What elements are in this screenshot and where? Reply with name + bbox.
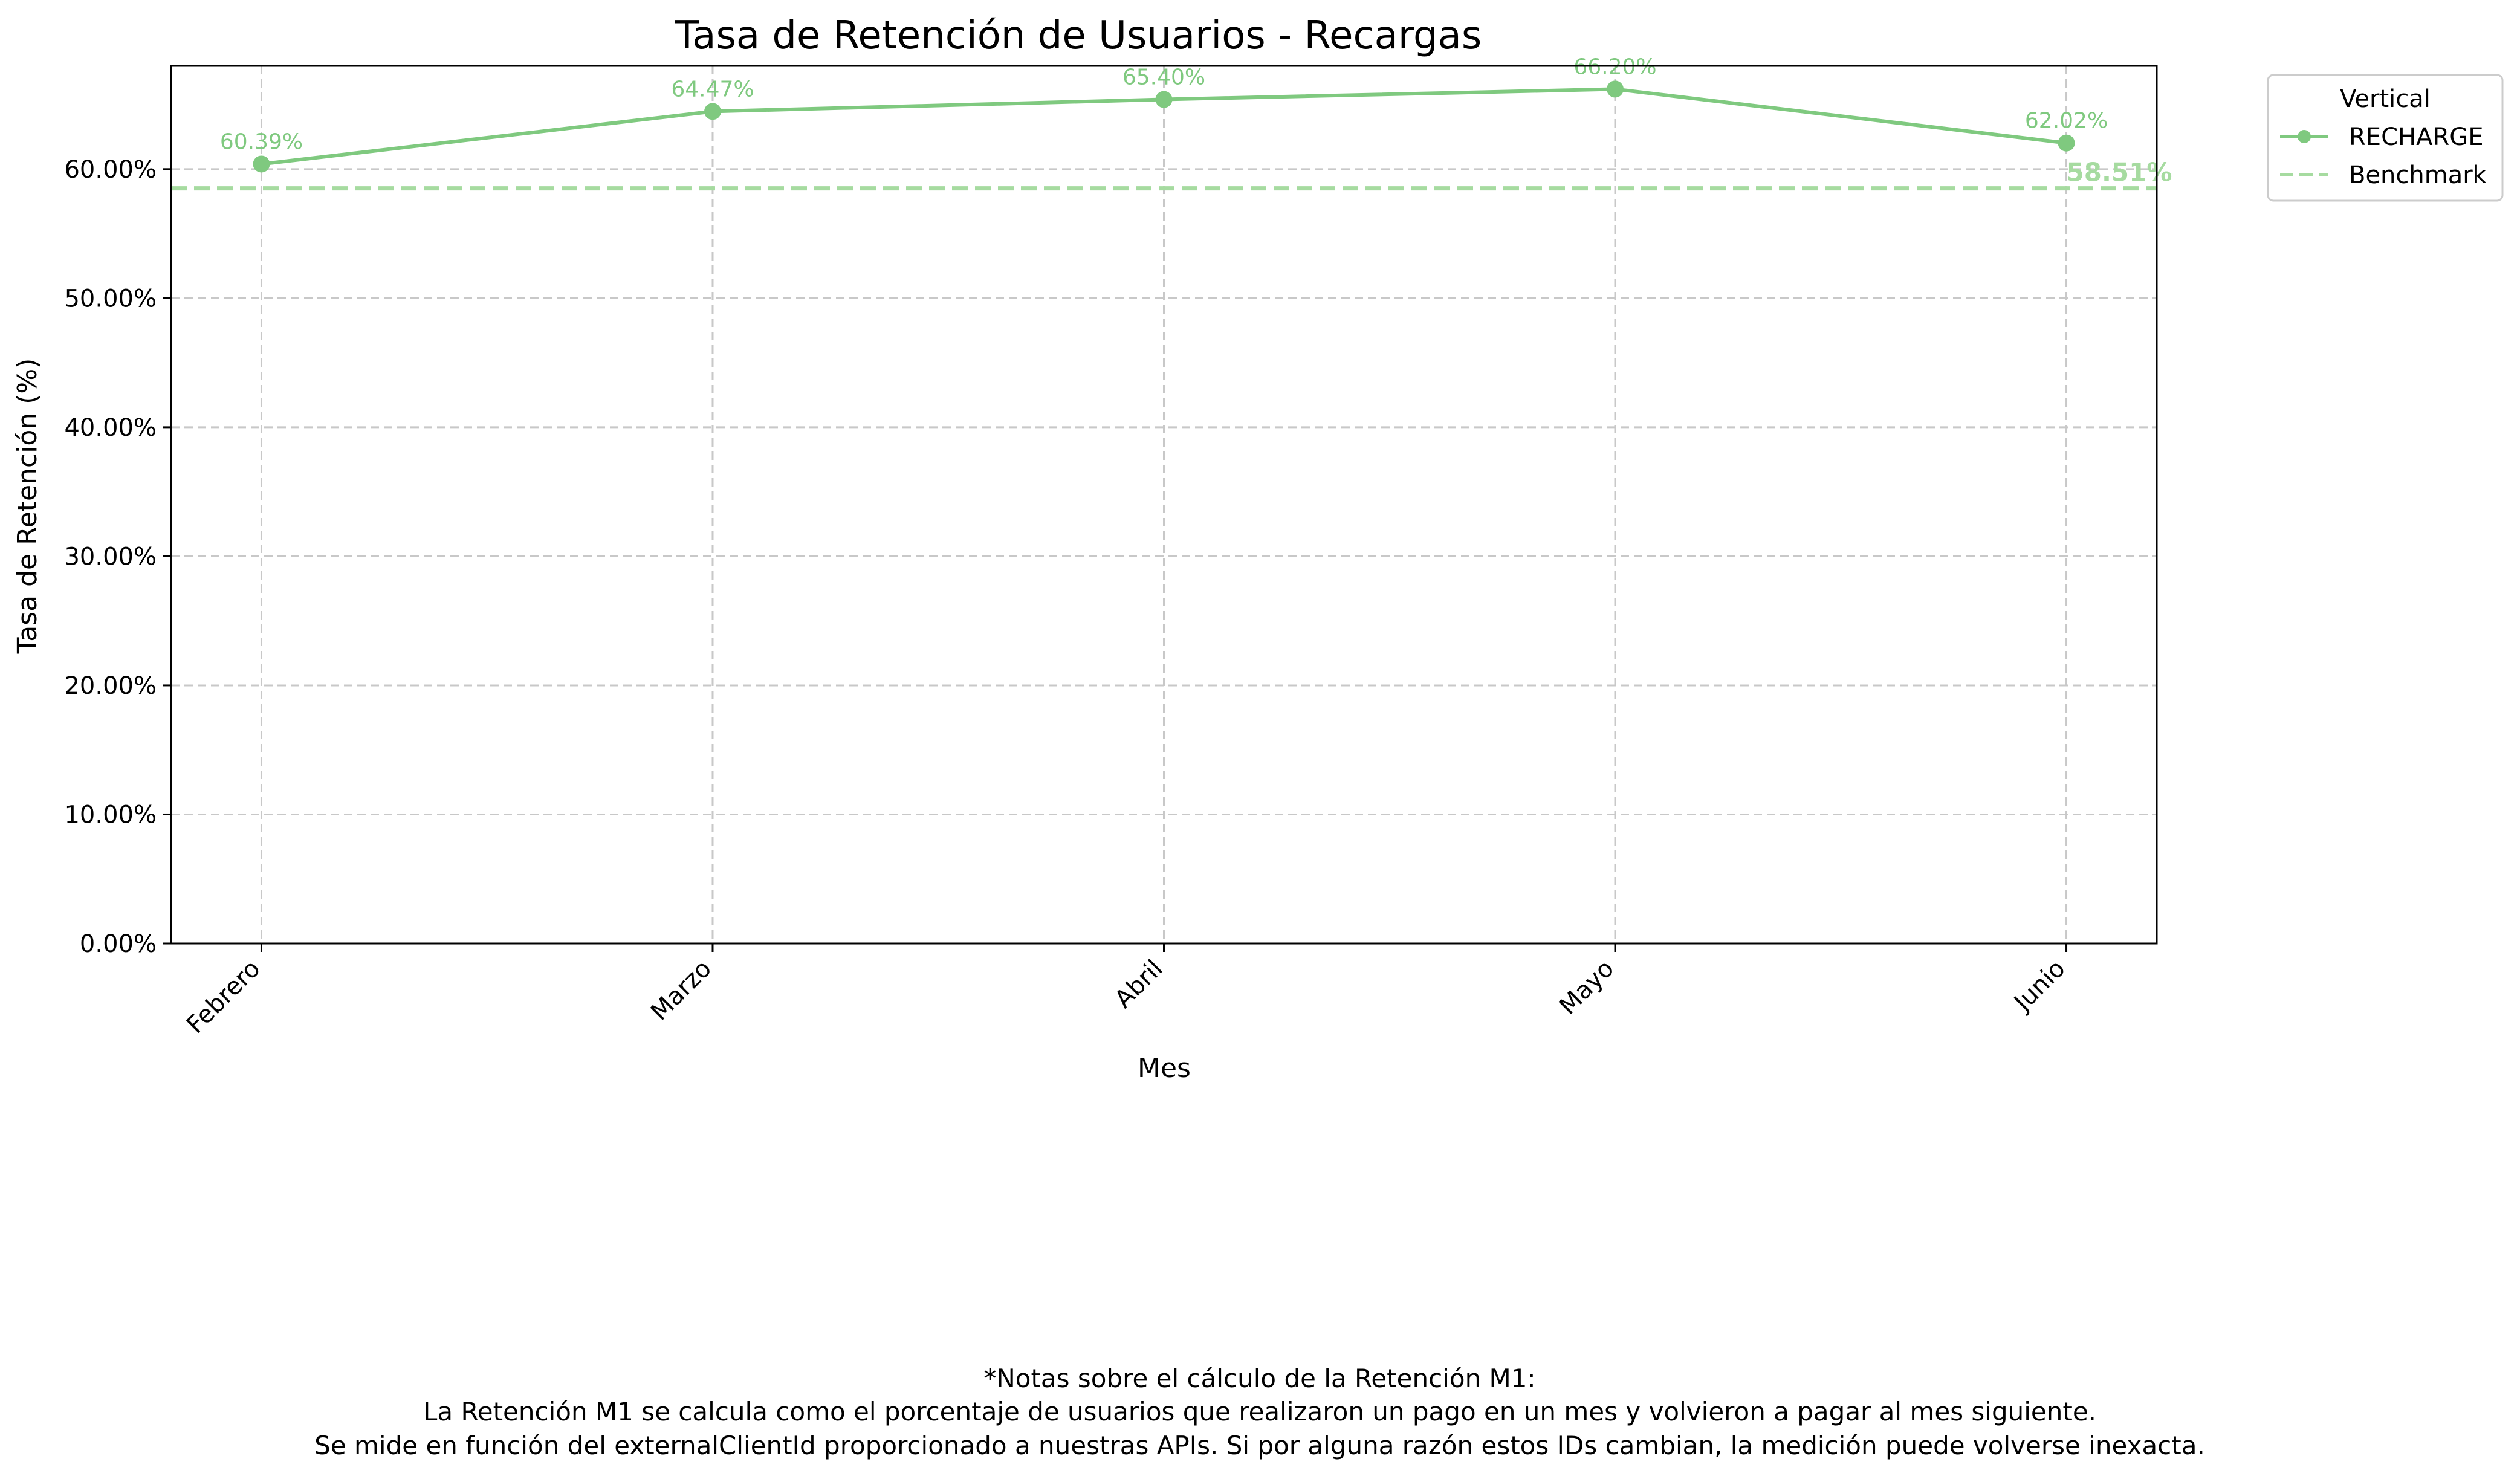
data-point [2058,134,2075,152]
data-label: 60.39% [220,129,303,154]
data-point [704,103,721,120]
data-label: 64.47% [671,77,754,102]
y-tick-label: 0.00% [80,930,157,958]
footnote-line-1: *Notas sobre el cálculo de la Retención … [983,1364,1535,1393]
data-label: 62.02% [2025,109,2108,134]
plot-frame [170,65,2158,945]
y-tick-label: 40.00% [64,414,157,442]
benchmark-group: 58.51% [171,158,2172,191]
y-tick-label: 10.00% [64,801,157,829]
x-axis-label: Mes [1138,1053,1191,1084]
chart-title: Tasa de Retención de Usuarios - Recargas [675,13,1482,58]
y-tick-label: 30.00% [64,543,157,571]
data-point [1607,80,1624,98]
data-label: 65.40% [1122,65,1205,90]
legend-title: Vertical [2340,85,2431,113]
legend-recharge-label: RECHARGE [2349,123,2484,151]
footnote: *Notas sobre el cálculo de la Retención … [314,1364,2205,1460]
benchmark-label: 58.51% [2067,158,2172,187]
footnote-line-2: La Retención M1 se calcula como el porce… [423,1397,2096,1426]
legend-frame [2267,74,2504,202]
data-point [1155,91,1173,108]
y-tick-label: 60.00% [64,156,157,184]
data-point [253,155,270,173]
legend: Vertical RECHARGE Benchmark [2267,74,2504,202]
y-axis-label: Tasa de Retención (%) [12,358,43,655]
data-label: 66.20% [1573,54,1656,79]
legend-benchmark-label: Benchmark [2349,161,2487,189]
legend-recharge-marker [2298,130,2311,143]
series-group: 60.39% 64.47% 65.40% 66.20% 62.02% [220,54,2108,173]
y-tick-label: 20.00% [64,672,157,700]
footnote-line-3: Se mide en función del externalClientId … [314,1431,2205,1460]
y-tick-label: 50.00% [64,285,157,312]
